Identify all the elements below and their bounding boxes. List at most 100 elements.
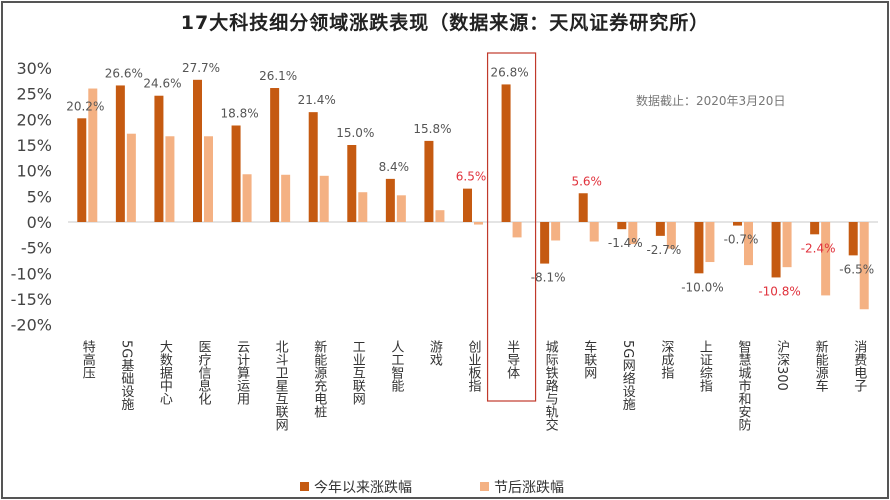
highlight-box bbox=[486, 52, 537, 402]
bar-post-holiday bbox=[744, 222, 753, 266]
y-tick-label: -5% bbox=[21, 239, 52, 258]
x-tick-label: 消费电子 bbox=[851, 340, 867, 392]
y-tick-label: 15% bbox=[16, 136, 52, 155]
data-label: -10.8% bbox=[758, 284, 800, 298]
x-tick-label: 深成指 bbox=[658, 340, 674, 379]
bar-ytd bbox=[385, 178, 395, 222]
legend-label: 节后涨跌幅 bbox=[494, 480, 564, 496]
bar-post-holiday bbox=[859, 222, 869, 310]
data-label: 5.6% bbox=[571, 174, 602, 188]
y-tick-label: -15% bbox=[11, 290, 52, 309]
x-tick-label: 沪深300 bbox=[774, 339, 790, 390]
x-tick-label: 车联网 bbox=[581, 339, 597, 379]
bar-post-holiday bbox=[589, 222, 599, 242]
bar-ytd bbox=[463, 188, 472, 222]
data-label: 6.5% bbox=[456, 170, 487, 184]
y-tick-label: 20% bbox=[16, 110, 52, 129]
bar-post-holiday bbox=[435, 210, 445, 222]
x-tick-label: 医疗信息化 bbox=[196, 340, 212, 406]
bar-ytd bbox=[154, 95, 164, 222]
bar-ytd bbox=[193, 79, 202, 222]
data-label: -2.7% bbox=[646, 243, 681, 257]
chart-title: 17大科技细分领域涨跌表现（数据来源：天风证券研究所） bbox=[180, 12, 710, 34]
y-tick-label: -10% bbox=[11, 264, 52, 283]
bar-post-holiday bbox=[281, 174, 291, 222]
bar-ytd bbox=[578, 193, 588, 222]
x-tick-label: 游戏 bbox=[427, 340, 443, 367]
bar-ytd bbox=[694, 222, 704, 274]
data-label: 21.4% bbox=[298, 93, 336, 107]
data-label: 26.8% bbox=[491, 65, 529, 79]
y-tick-label: -20% bbox=[11, 316, 52, 335]
bar-post-holiday bbox=[126, 133, 136, 222]
x-tick-label: 创业板指 bbox=[466, 340, 482, 392]
bar-ytd bbox=[733, 222, 742, 226]
x-tick-label: 工业互联网 bbox=[350, 340, 366, 405]
bar-ytd bbox=[540, 222, 550, 264]
bar-post-holiday bbox=[319, 175, 329, 222]
bar-ytd bbox=[115, 85, 125, 222]
x-tick-label: 特高压 bbox=[80, 340, 96, 379]
bar-post-holiday bbox=[204, 136, 213, 222]
data-label: 26.6% bbox=[105, 66, 143, 80]
x-tick-label: 人工智能 bbox=[388, 340, 404, 392]
data-label: -8.1% bbox=[531, 271, 566, 285]
data-label: -6.5% bbox=[839, 262, 874, 276]
y-tick-label: 5% bbox=[27, 187, 52, 206]
bar-post-holiday bbox=[628, 222, 638, 245]
bar-post-holiday bbox=[88, 88, 98, 223]
data-label: -0.7% bbox=[724, 233, 759, 247]
bar-ytd bbox=[617, 222, 627, 230]
x-tick-label: 云计算运用 bbox=[234, 340, 250, 406]
legend-swatch bbox=[300, 482, 309, 491]
bar-ytd bbox=[308, 112, 318, 222]
bar-post-holiday bbox=[396, 195, 406, 222]
bar-post-holiday bbox=[782, 222, 792, 268]
data-label: 15.8% bbox=[413, 122, 451, 136]
data-label: -1.4% bbox=[608, 236, 643, 250]
data-label: 8.4% bbox=[379, 160, 410, 174]
bar-ytd bbox=[347, 145, 357, 222]
bar-post-holiday bbox=[705, 222, 715, 263]
x-tick-label: 5G基础设施 bbox=[118, 340, 134, 411]
bar-ytd bbox=[424, 140, 434, 222]
data-label: -2.4% bbox=[801, 241, 836, 255]
bar-ytd bbox=[810, 222, 820, 235]
x-tick-label: 新能源充电桩 bbox=[311, 339, 327, 418]
bar-post-holiday bbox=[512, 222, 522, 238]
x-tick-label: 新能源车 bbox=[813, 339, 829, 392]
bar-ytd bbox=[501, 84, 511, 222]
y-tick-label: 0% bbox=[27, 213, 52, 232]
y-tick-label: 10% bbox=[16, 162, 52, 181]
data-label: 20.2% bbox=[66, 99, 104, 113]
bar-post-holiday bbox=[666, 222, 676, 249]
bar-post-holiday bbox=[165, 136, 175, 222]
bar-ytd bbox=[771, 222, 781, 278]
bar-post-holiday bbox=[551, 222, 561, 241]
bar-post-holiday bbox=[821, 222, 831, 296]
legend-swatch bbox=[480, 482, 489, 491]
data-label: 27.7% bbox=[182, 61, 220, 75]
x-tick-label: 大数据中心 bbox=[157, 340, 173, 405]
bar-ytd bbox=[655, 222, 665, 236]
x-tick-label: 5G网络设施 bbox=[620, 340, 636, 411]
data-label: 24.6% bbox=[143, 77, 181, 91]
bar-ytd bbox=[848, 222, 858, 256]
legend-label: 今年以来涨跌幅 bbox=[314, 480, 412, 496]
bar-ytd bbox=[270, 88, 280, 223]
data-date-note: 数据截止：2020年3月20日 bbox=[636, 94, 786, 108]
bar-ytd bbox=[77, 118, 87, 222]
x-tick-label: 上证综指 bbox=[697, 340, 713, 392]
x-tick-label: 北斗卫星互联网 bbox=[273, 340, 289, 431]
x-tick-label: 智慧城市和安防 bbox=[736, 340, 752, 431]
bar-ytd bbox=[231, 125, 241, 222]
y-tick-label: 25% bbox=[16, 85, 52, 104]
data-label: -10.0% bbox=[681, 280, 723, 294]
x-tick-label: 半导体 bbox=[504, 340, 519, 379]
bar-post-holiday bbox=[358, 192, 368, 222]
bar-post-holiday bbox=[242, 174, 252, 222]
bar-post-holiday bbox=[474, 222, 483, 225]
y-tick-label: 30% bbox=[16, 59, 52, 78]
